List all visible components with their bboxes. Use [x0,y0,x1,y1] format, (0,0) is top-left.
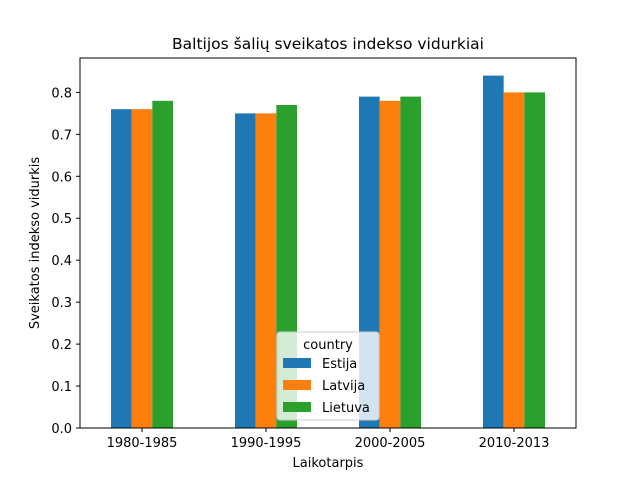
y-axis-label: Sveikatos indekso vidurkis [28,157,43,330]
bar-latvija-1980-1985 [131,109,153,428]
x-tick-label: 2010-2013 [479,436,550,451]
bar-estija-2010-2013 [483,75,504,428]
plot-frame [79,57,577,429]
legend-swatch-lietuva [283,402,311,412]
x-tick-label: 2000-2005 [355,436,426,451]
legend-swatch-estija [283,358,311,368]
y-axis-ticks: 0.0 0.1 0.2 0.3 0.4 0.5 0.6 0.7 0.8 [51,86,80,437]
y-tick-label: 0.1 [51,380,72,395]
bar-latvija-2000-2005 [379,100,401,428]
bar-lietuva-2010-2013 [524,92,545,428]
legend-items: Estija Latvija Lietuva [283,357,370,416]
x-axis-ticks: 1980-1985 1990-1995 2000-2005 2010-2013 [107,428,550,451]
y-tick-label: 0.3 [51,296,72,311]
y-tick-label: 0.6 [51,170,72,185]
legend-label-lietuva: Lietuva [322,401,370,416]
legend-title: country [303,338,353,353]
bar-latvija-2010-2013 [503,92,525,428]
y-tick-label: 0.2 [51,338,72,353]
bar-latvija-1990-1995 [255,113,277,429]
y-tick-label: 0.4 [51,254,72,269]
x-tick-label: 1980-1985 [107,436,178,451]
y-tick-label: 0.0 [51,422,72,437]
y-tick-label: 0.8 [51,86,72,101]
bar-estija-1980-1985 [111,109,132,428]
x-tick-label: 1990-1995 [231,436,302,451]
bar-lietuva-2000-2005 [400,96,421,428]
legend-label-latvija: Latvija [322,379,365,394]
legend-swatch-latvija [283,380,311,390]
y-tick-label: 0.5 [51,212,72,227]
legend-box [276,331,380,421]
chart-title: Baltijos šalių sveikatos indekso vidurki… [172,35,484,53]
legend-label-estija: Estija [322,357,357,372]
bar-estija-1990-1995 [235,113,256,429]
bar-lietuva-1980-1985 [152,100,173,428]
x-axis-label: Laikotarpis [293,456,364,471]
y-tick-label: 0.7 [51,128,72,143]
legend: country Estija Latvija Lietuva [276,331,380,421]
